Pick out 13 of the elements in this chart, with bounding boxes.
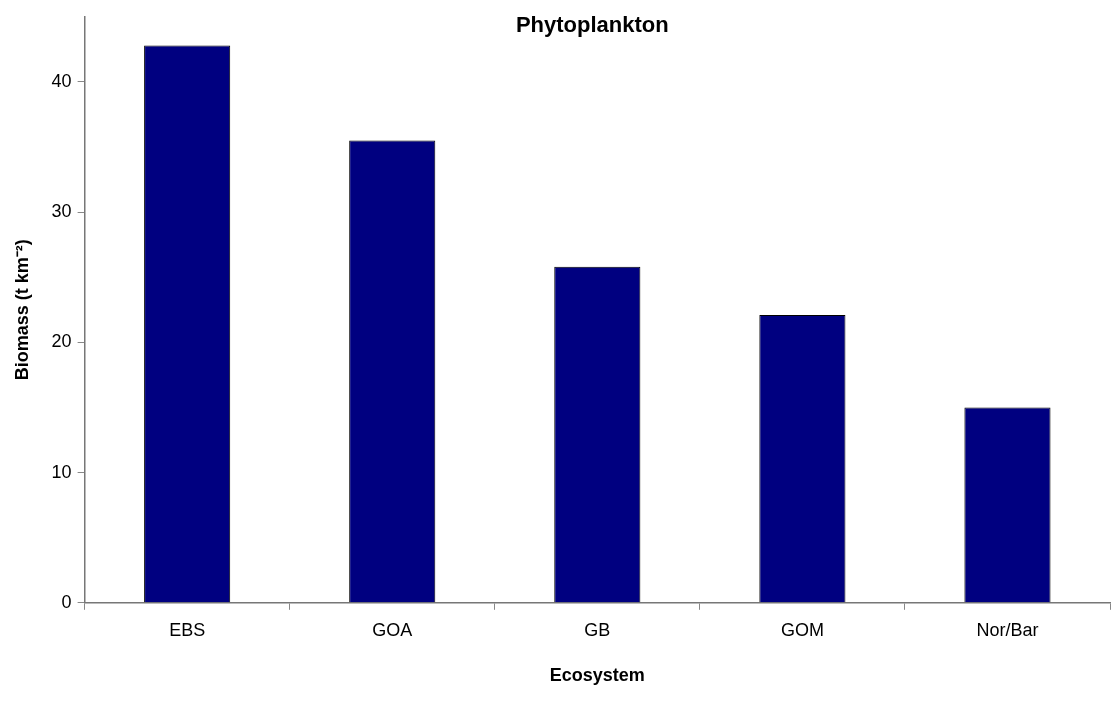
x-axis-title: Ecosystem: [549, 665, 645, 686]
y-tick-label: 20: [51, 331, 72, 352]
x-tick-label: GOM: [780, 619, 824, 640]
x-tick-label: GB: [584, 619, 611, 640]
chart-title: Phytoplankton: [515, 12, 669, 38]
x-tick-label: GOA: [372, 619, 413, 640]
x-tick-label: Nor/Bar: [976, 619, 1039, 640]
y-tick-label: 0: [61, 591, 72, 612]
y-tick-label: 10: [51, 461, 72, 482]
y-tick-label: 30: [51, 201, 72, 222]
x-tick-label: EBS: [169, 619, 206, 640]
y-tick-label: 40: [51, 70, 72, 91]
y-axis-title: Biomass (t km⁻²): [11, 239, 32, 381]
